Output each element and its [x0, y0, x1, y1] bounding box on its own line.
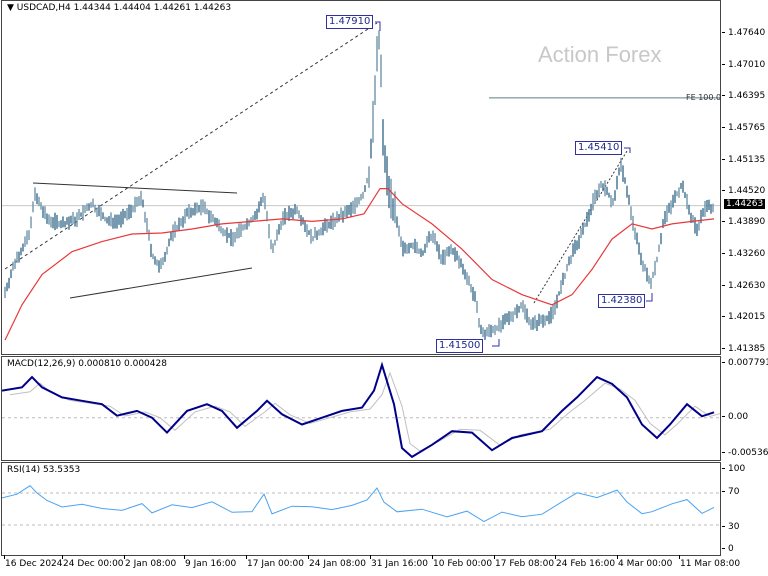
- price-axis-tick: 1.41385: [722, 344, 765, 354]
- price-axis: 1.47640 1.47010 1.46395 1.45765 1.45135 1.445…: [722, 0, 768, 355]
- fe-label: FE 100.0: [686, 93, 722, 102]
- price-axis-tick: 1.45135: [722, 155, 765, 165]
- time-tick: [124, 555, 125, 559]
- price-axis-tick: 1.42630: [722, 281, 765, 291]
- price-axis-tick: 1.43890: [722, 217, 765, 227]
- time-label: 24 Jan 08:00: [309, 559, 366, 569]
- time-tick: [555, 555, 556, 559]
- time-label: 4 Mar 00:00: [618, 559, 673, 569]
- price-axis-tick: 1.43260: [722, 249, 765, 259]
- macd-axis-zero: 0.00: [722, 412, 748, 422]
- label-high-2: 1.45410: [575, 141, 623, 155]
- macd-axis: 0.007791 0.00 -0.005367: [722, 356, 768, 461]
- price-axis-tick: 1.47640: [722, 28, 765, 38]
- rsi-panel[interactable]: RSI(14) 53.5353: [1, 462, 721, 556]
- time-axis: 16 Dec 2024 24 Dec 00:00 2 Jan 08:00 9 Jan …: [0, 555, 768, 576]
- current-price-tag: 1.44263: [724, 199, 766, 209]
- watermark: Action Forex: [538, 42, 662, 67]
- time-label: 10 Feb 00:00: [433, 559, 493, 569]
- time-label: 11 Mar 08:00: [680, 559, 741, 569]
- time-tick: [617, 555, 618, 559]
- time-tick: [4, 555, 5, 559]
- macd-axis-min: -0.005367: [722, 448, 768, 458]
- time-tick: [432, 555, 433, 559]
- time-tick: [62, 555, 63, 559]
- time-tick: [494, 555, 495, 559]
- label-high-1: 1.47910: [326, 15, 374, 29]
- macd-axis-max: 0.007791: [722, 358, 768, 368]
- rsi-axis: 100 70 30 0: [722, 462, 768, 556]
- time-tick: [308, 555, 309, 559]
- time-label: 24 Feb 16:00: [556, 559, 616, 569]
- price-axis-tick: 1.46395: [722, 91, 765, 101]
- time-tick: [246, 555, 247, 559]
- price-panel[interactable]: ▼ USDCAD,H4 1.44344 1.44404 1.44261 1.44…: [1, 0, 721, 355]
- time-tick: [370, 555, 371, 559]
- price-axis-tick: 1.45765: [722, 123, 765, 133]
- price-chart-svg: [2, 21, 720, 347]
- macd-chart-svg: [2, 361, 720, 459]
- rsi-axis-0: 0: [722, 544, 734, 554]
- rsi-axis-30: 30: [722, 522, 739, 532]
- price-axis-tick: 1.44520: [722, 186, 765, 196]
- label-low-2: 1.42380: [598, 294, 646, 308]
- macd-header: MACD(12,26,9) 0.000810 0.000428: [7, 359, 167, 369]
- time-tick: [679, 555, 680, 559]
- rsi-chart-svg: [2, 485, 720, 526]
- time-label: 24 Dec 00:00: [63, 559, 124, 569]
- time-tick: [184, 555, 185, 559]
- macd-panel[interactable]: MACD(12,26,9) 0.000810 0.000428: [1, 356, 721, 461]
- chart-header: ▼ USDCAD,H4 1.44344 1.44404 1.44261 1.44…: [7, 3, 232, 13]
- time-label: 17 Jan 00:00: [247, 559, 304, 569]
- time-label: 9 Jan 16:00: [185, 559, 237, 569]
- time-label: 16 Dec 2024: [5, 559, 63, 569]
- time-label: 31 Jan 16:00: [371, 559, 428, 569]
- rsi-axis-100: 100: [722, 464, 745, 474]
- time-label: 2 Jan 08:00: [125, 559, 177, 569]
- label-low-1: 1.41500: [436, 339, 484, 353]
- rsi-axis-70: 70: [722, 487, 739, 497]
- price-axis-tick: 1.42015: [722, 312, 765, 322]
- rsi-header: RSI(14) 53.5353: [7, 465, 81, 475]
- time-label: 17 Feb 08:00: [495, 559, 555, 569]
- price-axis-tick: 1.47010: [722, 60, 765, 70]
